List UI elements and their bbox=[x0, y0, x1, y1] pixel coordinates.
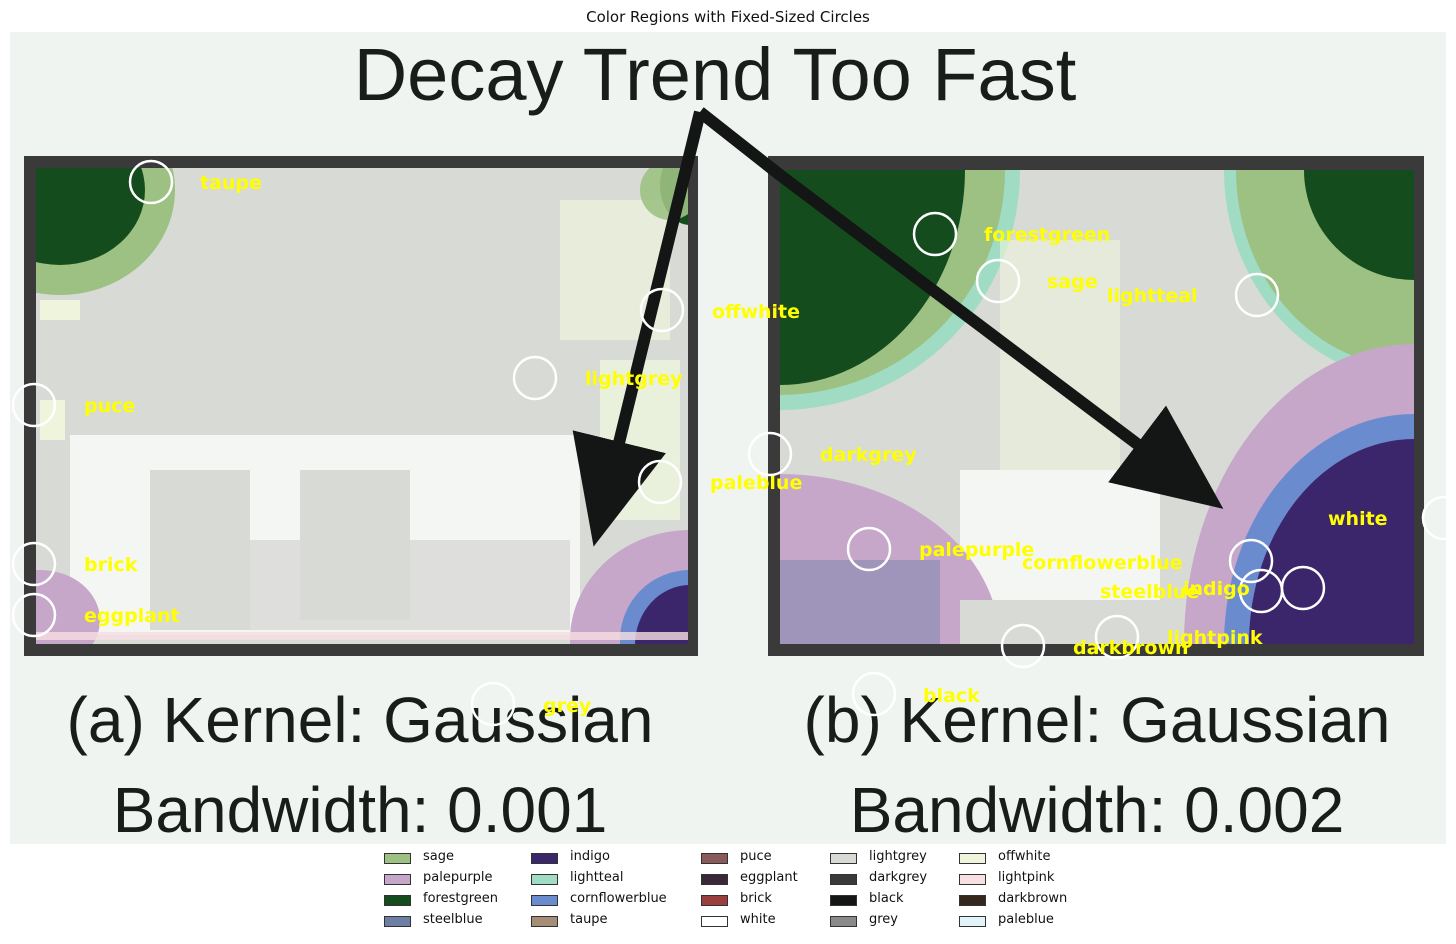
marker-label-grey: grey bbox=[543, 695, 592, 717]
legend-swatch bbox=[701, 895, 728, 906]
legend-label: grey bbox=[869, 912, 899, 927]
legend-swatch bbox=[384, 916, 411, 927]
legend-swatch bbox=[959, 895, 986, 906]
legend-swatch bbox=[531, 874, 558, 885]
legend-label: paleblue bbox=[998, 912, 1054, 927]
legend-label: forestgreen bbox=[423, 891, 499, 906]
legend-swatch bbox=[959, 874, 986, 885]
marker-circle-brick bbox=[11, 541, 57, 587]
marker-label-indigo: indigo bbox=[1183, 578, 1250, 600]
legend-swatch bbox=[531, 853, 558, 864]
legend-swatch bbox=[830, 874, 857, 885]
legend-label: palepurple bbox=[423, 870, 493, 885]
legend-swatch bbox=[531, 895, 558, 906]
annotation-layer: taupe offwhite lightgrey puce paleblue brick e… bbox=[11, 159, 1446, 727]
marker-circle-grey bbox=[470, 681, 516, 727]
legend: sage palepurple forestgreen steelblue indigo… bbox=[384, 848, 1104, 938]
marker-circle-black bbox=[851, 671, 897, 717]
marker-circle-offwhite bbox=[639, 287, 685, 333]
legend-label: darkbrown bbox=[998, 891, 1068, 906]
legend-label: eggplant bbox=[740, 870, 798, 885]
marker-label-darkbrown: darkbrown bbox=[1073, 637, 1189, 659]
legend-swatch bbox=[959, 853, 986, 864]
marker-circle-cornflowerblue bbox=[1228, 538, 1274, 584]
marker-label-taupe: taupe bbox=[200, 172, 262, 194]
captions: (a) Kernel: Gaussian Bandwidth: 0.001 (b… bbox=[67, 684, 1391, 846]
marker-label-palepurple: palepurple bbox=[919, 539, 1034, 561]
marker-label-sage: sage bbox=[1047, 271, 1098, 293]
legend-swatch bbox=[531, 916, 558, 927]
legend-label: taupe bbox=[570, 912, 608, 927]
legend-label: sage bbox=[423, 849, 454, 864]
legend-label: lightteal bbox=[570, 870, 624, 885]
panel-a bbox=[24, 156, 698, 656]
legend-swatch bbox=[830, 853, 857, 864]
legend-swatch bbox=[701, 853, 728, 864]
legend-swatch bbox=[384, 853, 411, 864]
figure-title: Color Regions with Fixed-Sized Circles bbox=[586, 8, 870, 26]
panel-b-caption-line1: (b) Kernel: Gaussian bbox=[804, 684, 1391, 756]
color-region-image: Decay Trend Too Fast bbox=[10, 32, 1446, 846]
legend-swatch bbox=[830, 895, 857, 906]
legend-swatch bbox=[959, 916, 986, 927]
marker-label-forestgreen: forestgreen bbox=[984, 224, 1110, 246]
marker-label-paleblue: paleblue bbox=[710, 472, 802, 494]
legend-label: puce bbox=[740, 849, 772, 864]
marker-circle-lightteal bbox=[1234, 272, 1280, 318]
image-heading: Decay Trend Too Fast bbox=[354, 33, 1077, 116]
legend-swatch bbox=[384, 874, 411, 885]
marker-label-offwhite: offwhite bbox=[712, 301, 800, 323]
marker-label-steelblue: steelblue bbox=[1100, 581, 1199, 603]
marker-label-cornflowerblue: cornflowerblue bbox=[1022, 552, 1183, 574]
marker-label-puce: puce bbox=[84, 395, 135, 417]
marker-circle-sage bbox=[975, 258, 1021, 304]
marker-circle-indigo bbox=[1280, 565, 1326, 611]
legend-label: darkgrey bbox=[869, 870, 928, 885]
legend-label: offwhite bbox=[998, 849, 1051, 864]
legend-label: steelblue bbox=[423, 912, 483, 927]
marker-circle-paleblue bbox=[637, 459, 683, 505]
marker-circle-white bbox=[1421, 495, 1446, 541]
marker-circle-darkgrey bbox=[747, 431, 793, 477]
marker-label-eggplant: eggplant bbox=[84, 605, 180, 627]
marker-circle-darkbrown bbox=[1000, 623, 1046, 669]
marker-label-white: white bbox=[1328, 508, 1388, 530]
panel-b-caption-line2: Bandwidth: 0.002 bbox=[850, 774, 1345, 846]
marker-circle-lightgrey bbox=[512, 355, 558, 401]
legend-label: lightpink bbox=[998, 870, 1055, 885]
legend-label: indigo bbox=[570, 849, 610, 864]
marker-label-brick: brick bbox=[84, 554, 138, 576]
arrows bbox=[572, 107, 1224, 547]
legend-swatch bbox=[701, 874, 728, 885]
legend-swatch bbox=[830, 916, 857, 927]
panel-a-caption-line1: (a) Kernel: Gaussian bbox=[67, 684, 654, 756]
marker-circle-lightpink bbox=[1094, 614, 1140, 660]
marker-label-black: black bbox=[923, 685, 980, 707]
marker-circle-puce bbox=[11, 382, 57, 428]
marker-circle-taupe bbox=[128, 159, 174, 205]
legend-label: cornflowerblue bbox=[570, 891, 667, 906]
panel-a-caption-line2: Bandwidth: 0.001 bbox=[113, 774, 608, 846]
legend-swatch bbox=[384, 895, 411, 906]
marker-label-lightteal: lightteal bbox=[1107, 285, 1198, 307]
marker-circle-palepurple bbox=[846, 526, 892, 572]
marker-label-lightpink: lightpink bbox=[1167, 627, 1263, 649]
marker-circle-forestgreen bbox=[912, 211, 958, 257]
legend-label: brick bbox=[740, 891, 772, 906]
marker-label-lightgrey: lightgrey bbox=[585, 368, 683, 390]
legend-label: black bbox=[869, 891, 904, 906]
marker-label-darkgrey: darkgrey bbox=[820, 444, 917, 466]
legend-label: white bbox=[740, 912, 776, 927]
legend-label: lightgrey bbox=[869, 849, 927, 864]
legend-swatch bbox=[701, 916, 728, 927]
marker-circle-eggplant bbox=[11, 592, 57, 638]
